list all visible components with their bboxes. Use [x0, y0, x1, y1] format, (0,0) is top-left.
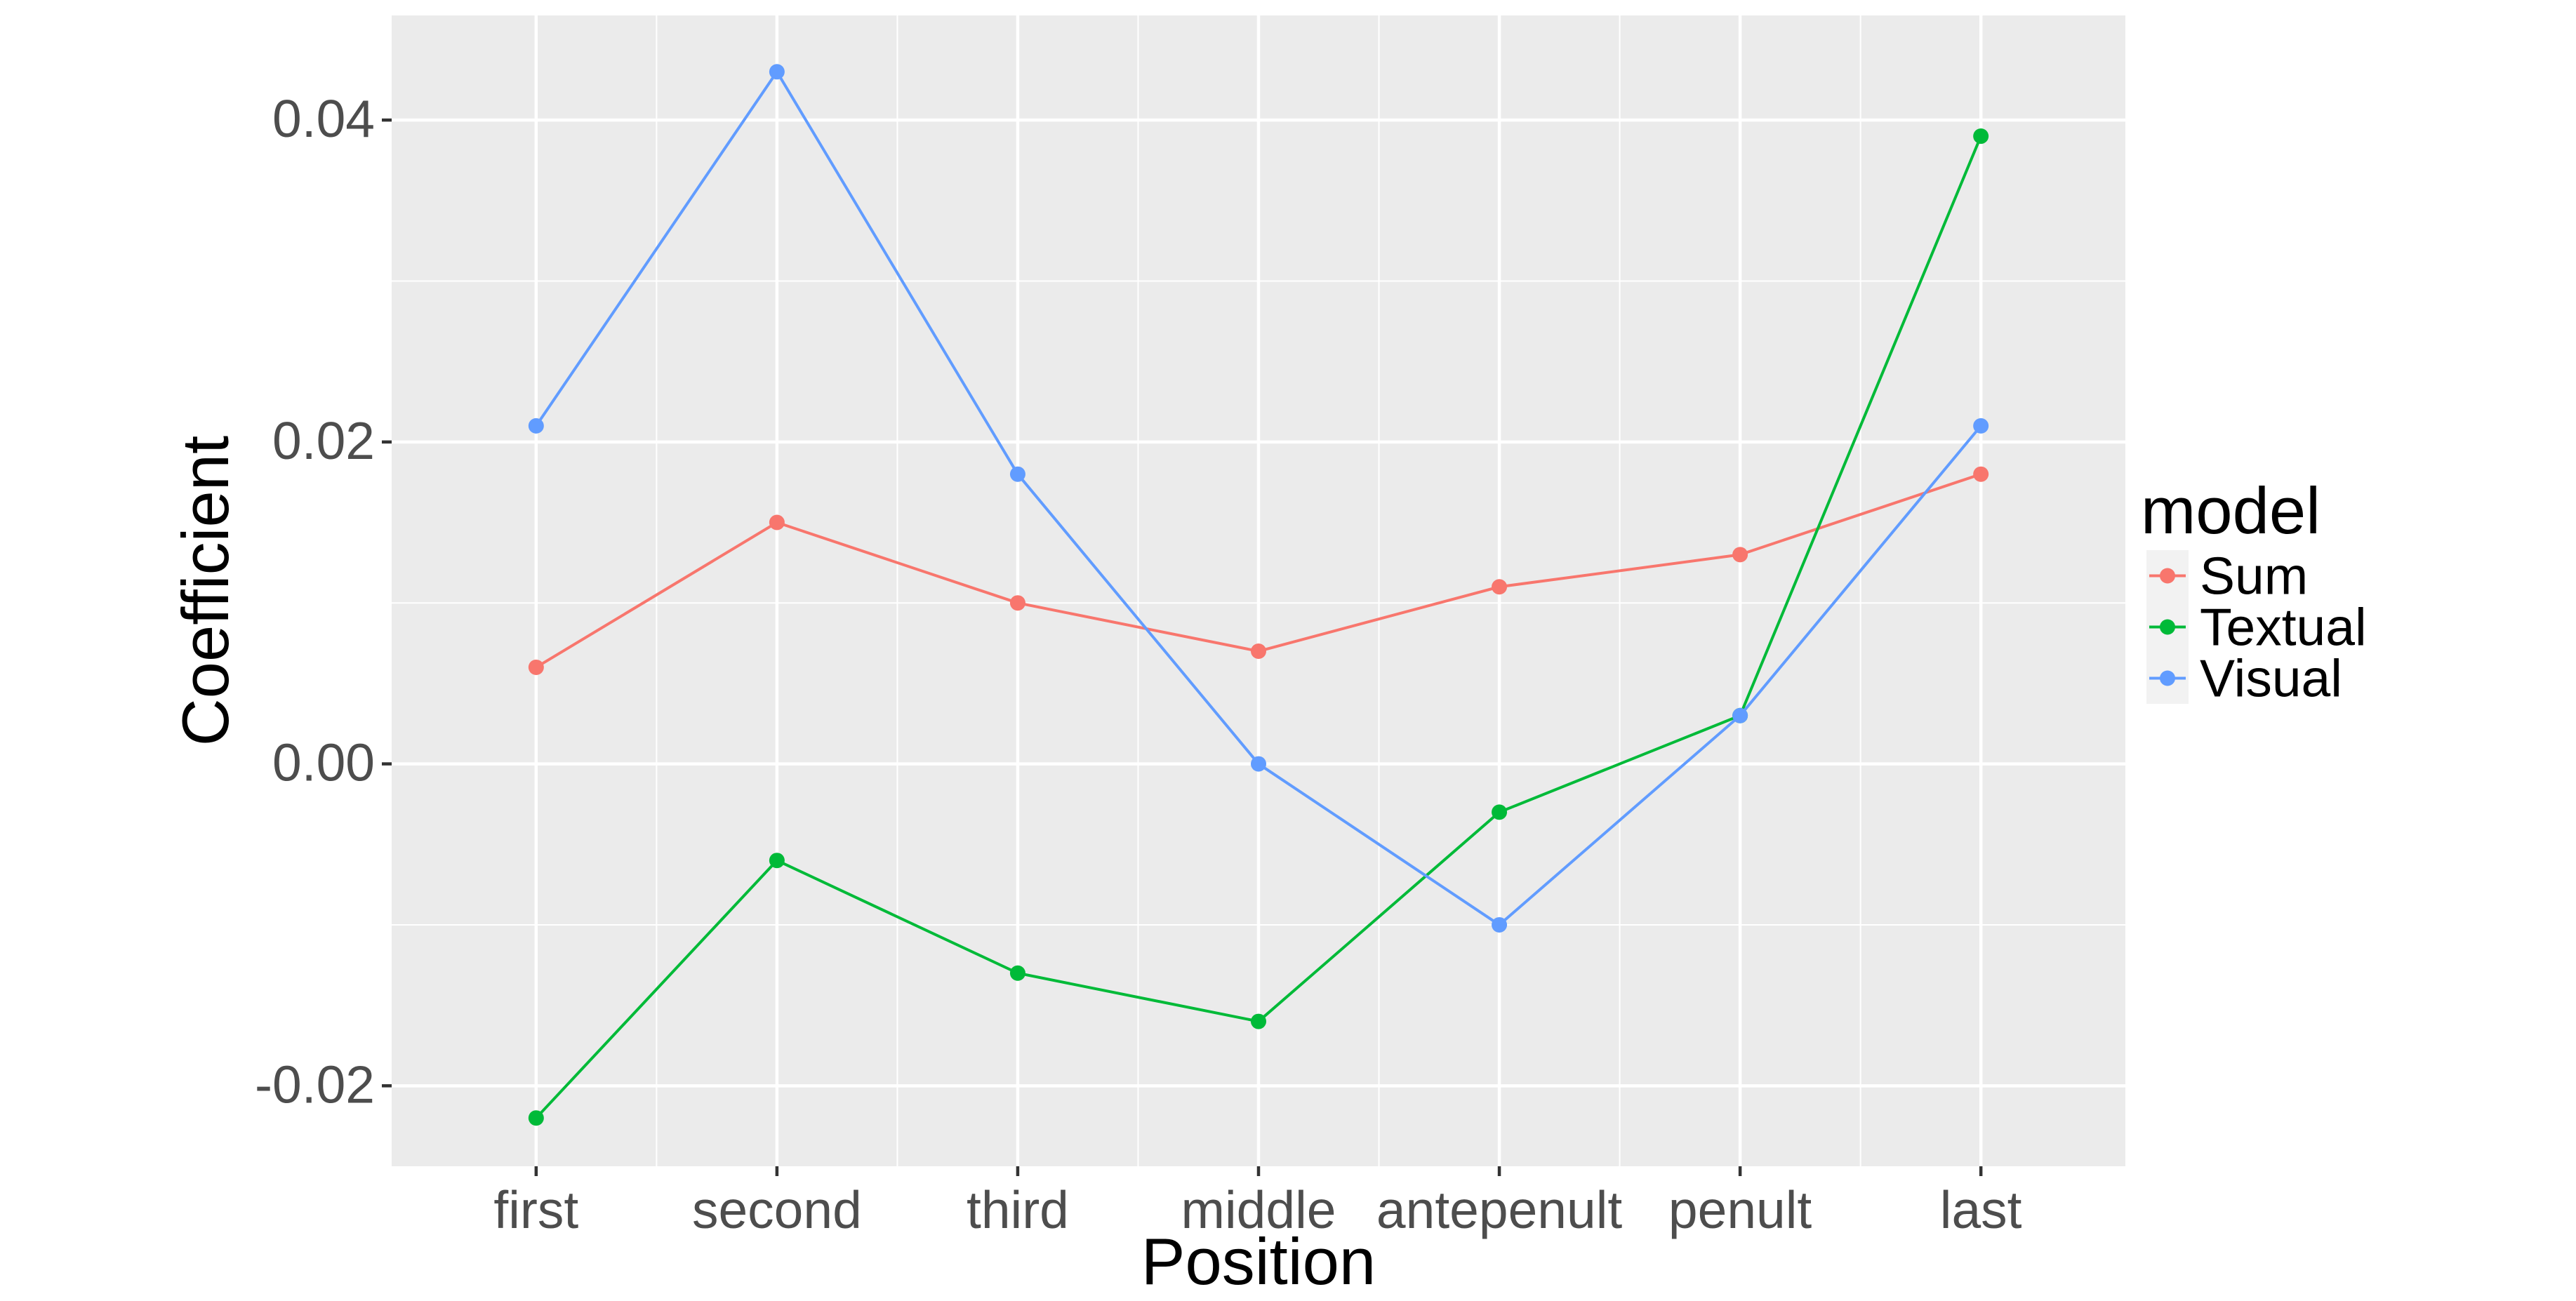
data-point-visual	[1973, 418, 1989, 434]
data-point-visual	[1732, 707, 1748, 723]
data-point-textual	[1009, 965, 1025, 981]
y-tick-label: 0.04	[272, 89, 375, 148]
legend-item-textual: Textual	[2146, 598, 2367, 657]
data-point-sum	[528, 659, 544, 675]
y-axis-title: Coefficient	[168, 436, 242, 746]
series-layer	[528, 64, 1989, 1126]
data-point-textual	[769, 853, 785, 869]
data-point-sum	[1732, 547, 1748, 563]
legend-key-point	[2160, 568, 2175, 584]
legend-item-sum: Sum	[2146, 547, 2308, 606]
y-tick-label: -0.02	[255, 1055, 375, 1114]
x-tick-label: third	[967, 1180, 1069, 1239]
data-point-textual	[528, 1110, 544, 1126]
data-point-visual	[528, 418, 544, 434]
data-point-textual	[1251, 1013, 1266, 1029]
x-tick-label: second	[692, 1180, 862, 1239]
legend-label: Textual	[2200, 598, 2367, 657]
x-tick-label: middle	[1181, 1180, 1336, 1239]
data-point-textual	[1973, 128, 1989, 145]
x-axis: first second third middle antepenult penult la…	[493, 1166, 2022, 1239]
data-point-textual	[1492, 804, 1508, 820]
x-axis-title: Position	[1141, 1225, 1376, 1297]
y-tick-label: 0.00	[272, 733, 375, 792]
data-point-sum	[1492, 579, 1508, 595]
x-tick-label: antepenult	[1376, 1180, 1622, 1239]
y-tick-label: 0.02	[272, 411, 375, 470]
legend-label: Visual	[2200, 649, 2342, 708]
legend-key-point	[2160, 670, 2175, 686]
y-axis: -0.02 0.00 0.02 0.04	[255, 89, 392, 1114]
legend-key-point	[2160, 619, 2175, 635]
data-point-visual	[769, 64, 785, 80]
legend-title: model	[2141, 474, 2321, 547]
data-point-visual	[1492, 916, 1508, 933]
x-tick-label: first	[493, 1180, 578, 1239]
series-visual	[528, 64, 1989, 933]
data-point-visual	[1009, 466, 1025, 482]
legend-label: Sum	[2200, 547, 2308, 606]
series-sum	[528, 466, 1989, 675]
x-tick-label: penult	[1668, 1180, 1812, 1239]
legend-item-visual: Visual	[2146, 649, 2342, 708]
data-point-sum	[1009, 595, 1025, 611]
data-point-sum	[1973, 466, 1989, 482]
data-point-sum	[769, 514, 785, 531]
data-point-visual	[1251, 756, 1266, 772]
x-tick-label: last	[1940, 1180, 2022, 1239]
data-point-sum	[1251, 643, 1266, 660]
